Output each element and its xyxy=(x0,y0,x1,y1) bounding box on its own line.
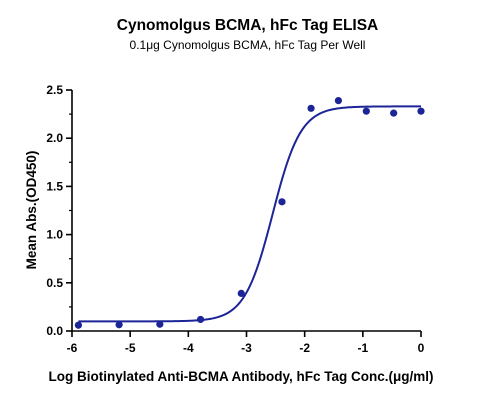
y-tick-label: 1.5 xyxy=(46,179,63,193)
data-point xyxy=(237,289,245,298)
y-axis-label: Mean Abs.(OD450) xyxy=(24,151,39,270)
x-tick-label: 0 xyxy=(418,341,425,355)
data-point xyxy=(362,107,370,115)
series xyxy=(74,97,425,329)
x-tick-label: -2 xyxy=(299,341,310,355)
x-tick-label: -4 xyxy=(183,341,194,355)
x-tick-label: -3 xyxy=(241,341,252,355)
chart-subtitle: 0.1μg Cynomolgus BCMA, hFc Tag Per Well xyxy=(130,38,366,52)
data-point xyxy=(334,97,343,105)
y-tick-label: 0.5 xyxy=(46,276,63,290)
chart-title: Cynomolgus BCMA, hFc Tag ELISA xyxy=(117,17,379,34)
data-point xyxy=(196,315,205,324)
x-tick-label: -1 xyxy=(357,341,368,355)
y-tick-label: 2.0 xyxy=(46,131,63,145)
y-tick-label: 2.5 xyxy=(46,83,63,97)
axes xyxy=(66,89,422,337)
data-point xyxy=(307,104,315,112)
tick-labels: 0.0 0.5 1.0 1.5 2.0 2.5 -6 -5 -4 -3 -2 -1 0 xyxy=(46,83,424,355)
y-tick-label: 1.0 xyxy=(46,228,63,242)
x-tick-label: -5 xyxy=(125,341,136,355)
data-point xyxy=(115,321,123,329)
data-point xyxy=(390,109,398,117)
data-point xyxy=(156,320,164,328)
fit-curve xyxy=(78,105,421,323)
data-point xyxy=(417,107,425,115)
x-tick-label: -6 xyxy=(67,341,78,355)
y-tick-label: 0.0 xyxy=(46,324,63,338)
data-point xyxy=(74,321,82,329)
x-axis-label: Log Biotinylated Anti-BCMA Antibody, hFc… xyxy=(49,369,434,384)
data-point xyxy=(278,198,286,206)
